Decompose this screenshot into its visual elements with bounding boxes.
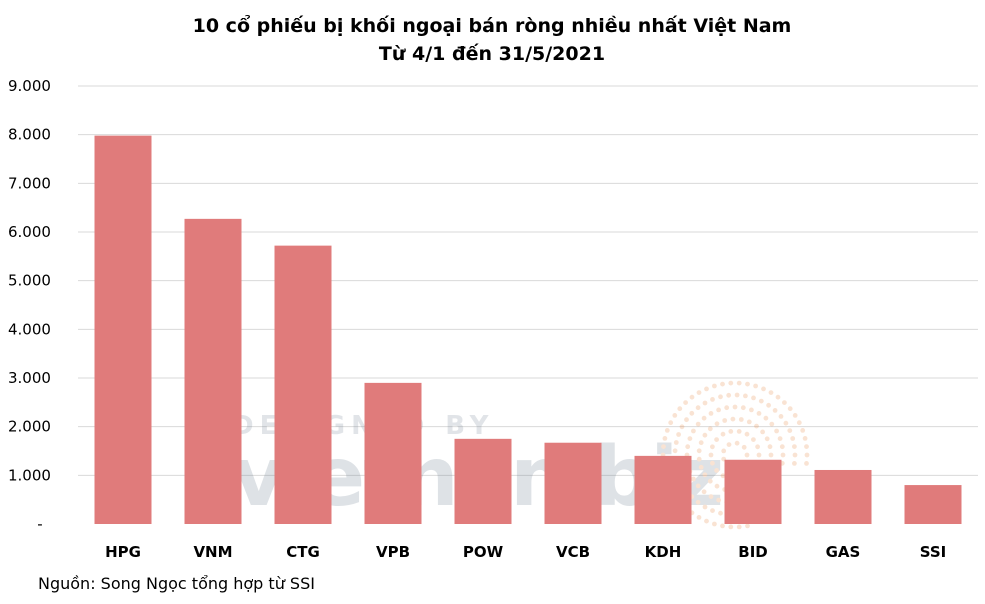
y-axis-ticks: - 1.000 2.000 3.000 4.000 5.000 6.000 7.000 8.00…: [8, 77, 51, 533]
x-tick-label: VNM: [193, 543, 232, 561]
bar-gas: [814, 469, 872, 524]
x-tick-label: BID: [738, 543, 767, 561]
x-tick-label: SSI: [920, 543, 947, 561]
x-axis-labels: HPG VNM CTG VPB POW VCB KDH BID GAS SSI: [105, 543, 946, 561]
y-tick-label: 9.000: [8, 77, 51, 95]
source-note: Nguồn: Song Ngọc tổng hợp từ SSI: [38, 574, 315, 593]
y-tick-label: 4.000: [8, 320, 51, 338]
y-tick-label: 3.000: [8, 369, 51, 387]
chart-title: 10 cổ phiếu bị khối ngoại bán ròng nhiều…: [193, 14, 792, 37]
bar-ctg: [274, 245, 332, 525]
chart-subtitle: Từ 4/1 đến 31/5/2021: [379, 42, 605, 65]
x-tick-label: VPB: [376, 543, 410, 561]
bar-kdh: [634, 455, 692, 524]
y-tick-label: 8.000: [8, 126, 51, 144]
bar-vnm: [184, 218, 242, 525]
y-tick-label: 5.000: [8, 272, 51, 290]
x-tick-label: CTG: [286, 543, 320, 561]
x-tick-label: POW: [463, 543, 504, 561]
x-tick-label: KDH: [645, 543, 682, 561]
x-tick-label: HPG: [105, 543, 141, 561]
x-tick-label: VCB: [556, 543, 590, 561]
y-tick-label: 6.000: [8, 223, 51, 241]
bars: [94, 135, 962, 525]
bar-vpb: [364, 382, 422, 524]
x-tick-label: GAS: [826, 543, 861, 561]
bar-hpg: [94, 135, 152, 524]
y-tick-label: -: [37, 515, 42, 533]
bar-pow: [454, 438, 512, 524]
bar-vcb: [544, 442, 602, 524]
y-tick-label: 1.000: [8, 466, 51, 484]
bar-bid: [724, 459, 782, 524]
bar-ssi: [904, 485, 962, 524]
y-tick-label: 7.000: [8, 174, 51, 192]
y-tick-label: 2.000: [8, 418, 51, 436]
